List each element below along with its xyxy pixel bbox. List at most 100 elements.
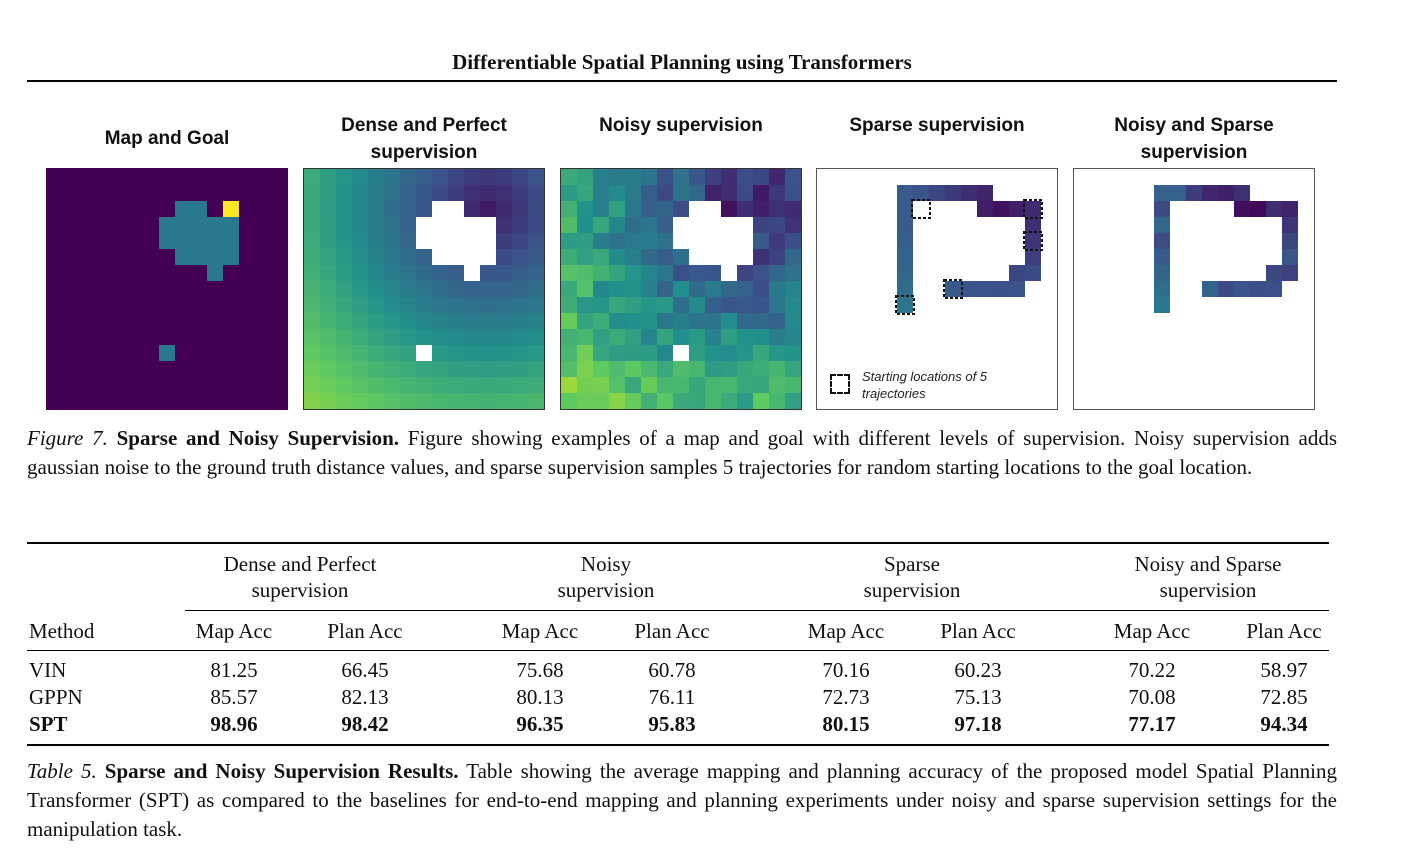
distance-cell: [625, 169, 641, 185]
distance-cell: [689, 393, 705, 409]
distance-cell: [609, 313, 625, 329]
distance-cell: [657, 329, 673, 345]
distance-cell: [673, 329, 689, 345]
distance-cell: [496, 281, 512, 297]
trajectory-cell: [1250, 201, 1266, 217]
distance-cell: [416, 201, 432, 217]
distance-cell: [641, 201, 657, 217]
panel-title-map-goal: Map and Goal: [104, 128, 230, 149]
distance-cell: [448, 297, 464, 313]
distance-cell: [769, 217, 785, 233]
distance-cell: [785, 233, 801, 249]
distance-cell: [769, 265, 785, 281]
distance-cell: [561, 345, 577, 361]
distance-cell: [737, 393, 753, 409]
distance-cell: [577, 345, 593, 361]
trajectory-cell: [1266, 281, 1282, 297]
distance-cell: [737, 281, 753, 297]
value-cell: 75.13: [954, 685, 1002, 709]
obstacle-cell: [721, 265, 737, 281]
distance-cell: [577, 217, 593, 233]
distance-cell: [577, 377, 593, 393]
distance-cell: [577, 297, 593, 313]
distance-cell: [561, 297, 577, 313]
value-cell: 58.97: [1260, 658, 1308, 682]
distance-cell: [769, 313, 785, 329]
trajectory-cell: [945, 185, 961, 201]
distance-cell: [400, 297, 416, 313]
distance-cell: [512, 297, 528, 313]
trajectory-cell: [929, 185, 945, 201]
distance-cell: [737, 377, 753, 393]
distance-cell: [448, 329, 464, 345]
distance-cell: [352, 393, 368, 409]
distance-cell: [769, 393, 785, 409]
trajectory-cell: [1154, 233, 1170, 249]
distance-cell: [304, 281, 320, 297]
trajectory-cell: [1154, 297, 1170, 313]
distance-cell: [384, 169, 400, 185]
distance-cell: [464, 345, 480, 361]
distance-cell: [785, 377, 801, 393]
trajectory-cell: [897, 297, 913, 313]
distance-cell: [448, 345, 464, 361]
distance-cell: [528, 361, 544, 377]
sparse-trajectories-image: [895, 185, 1043, 315]
distance-cell: [641, 361, 657, 377]
value-cell: 75.68: [516, 658, 564, 682]
method-cell: GPPN: [29, 685, 83, 709]
distance-cell: [384, 249, 400, 265]
distance-cell: [689, 185, 705, 201]
distance-cell: [528, 249, 544, 265]
distance-cell: [496, 297, 512, 313]
distance-cell: [384, 393, 400, 409]
distance-cell: [320, 297, 336, 313]
sub-header: Plan Acc: [634, 619, 710, 643]
table-top-rule: [27, 542, 1329, 544]
distance-cell: [512, 281, 528, 297]
distance-cell: [625, 377, 641, 393]
distance-cell: [657, 313, 673, 329]
trajectory-cell: [1025, 217, 1041, 233]
distance-cell: [528, 185, 544, 201]
sparse-supervision-panel: [816, 168, 1058, 410]
obstacle-cell: [448, 217, 464, 233]
distance-cell: [416, 169, 432, 185]
distance-cell: [641, 329, 657, 345]
trajectory-cell: [961, 281, 977, 297]
distance-cell: [528, 169, 544, 185]
distance-cell: [593, 297, 609, 313]
obstacle-cell: [416, 345, 432, 361]
group-header-sparse: Sparse supervision: [863, 552, 961, 602]
distance-cell: [512, 329, 528, 345]
value-cell: 96.35: [516, 712, 564, 736]
distance-cell: [464, 185, 480, 201]
obstacle-cell: [223, 249, 239, 265]
distance-cell: [336, 201, 352, 217]
table-caption: Table 5. Sparse and Noisy Supervision Re…: [27, 757, 1337, 844]
distance-cell: [464, 393, 480, 409]
obstacle-cell: [705, 217, 721, 233]
distance-cell: [496, 233, 512, 249]
distance-cell: [561, 233, 577, 249]
distance-cell: [641, 377, 657, 393]
distance-cell: [737, 345, 753, 361]
panel-title-sparse: Sparse supervision: [849, 115, 1025, 136]
panel-title-noisy-sparse: Noisy and Sparse supervision: [1114, 115, 1274, 163]
distance-cell: [753, 201, 769, 217]
distance-cell: [577, 249, 593, 265]
distance-cell: [609, 217, 625, 233]
distance-cell: [609, 345, 625, 361]
distance-cell: [769, 361, 785, 377]
distance-cell: [352, 169, 368, 185]
distance-cell: [528, 393, 544, 409]
distance-cell: [641, 233, 657, 249]
distance-cell: [352, 249, 368, 265]
distance-cell: [512, 265, 528, 281]
distance-cell: [320, 217, 336, 233]
distance-cell: [785, 185, 801, 201]
distance-cell: [737, 185, 753, 201]
distance-cell: [721, 393, 737, 409]
distance-cell: [416, 377, 432, 393]
distance-cell: [304, 201, 320, 217]
